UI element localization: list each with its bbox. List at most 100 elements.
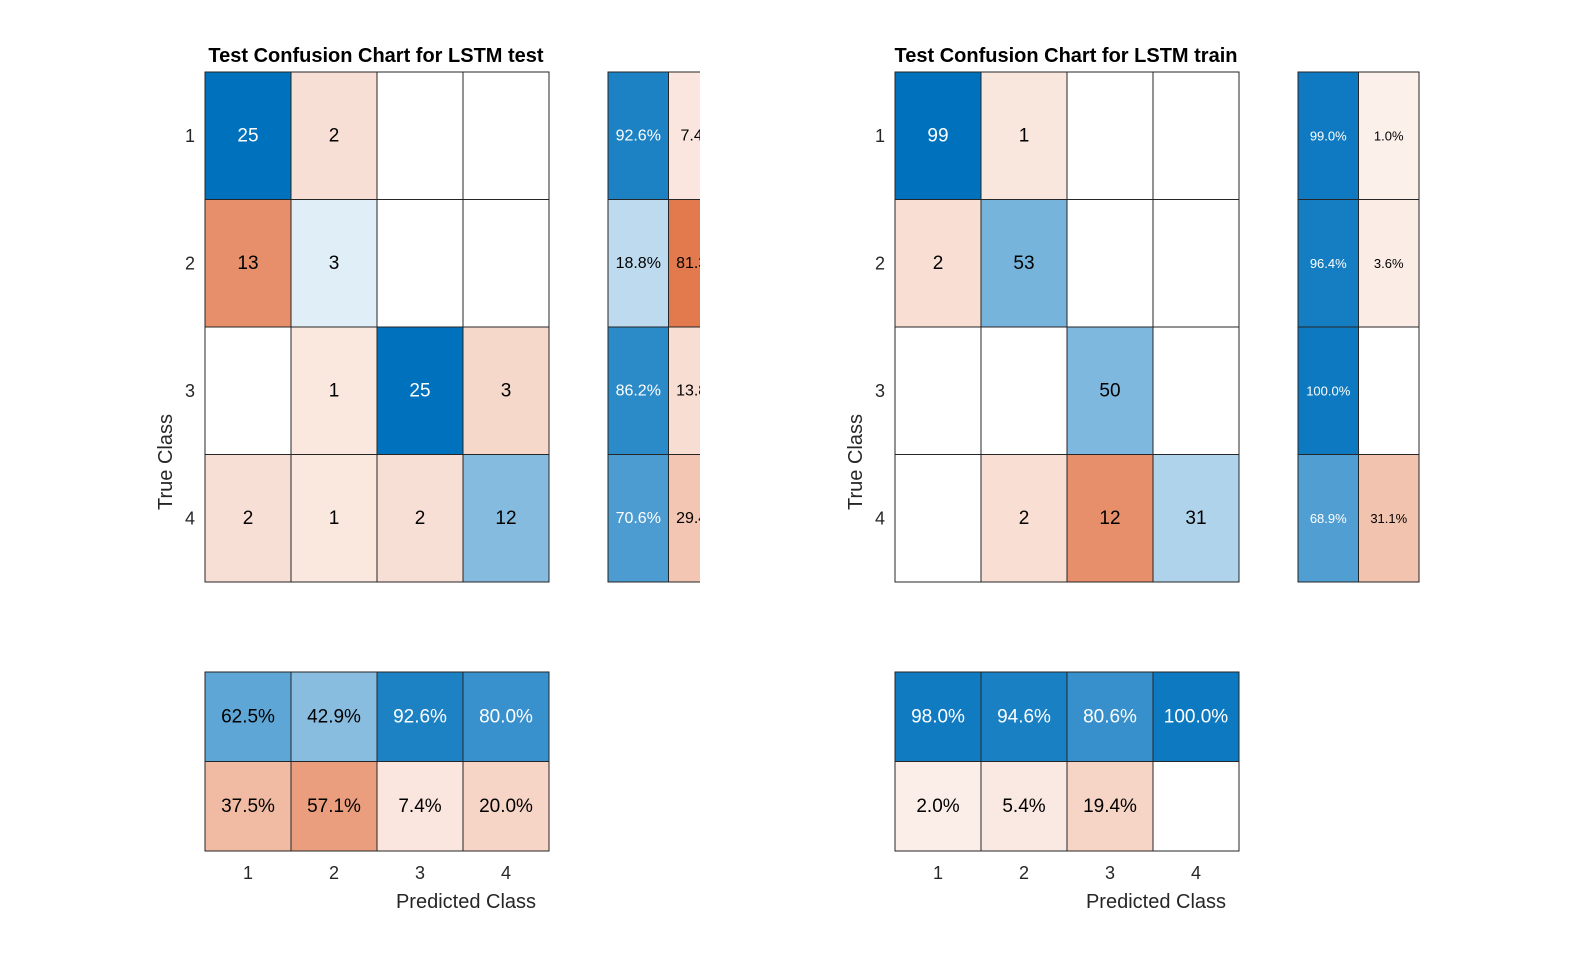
column-summary-cell (894, 671, 982, 762)
matrix-cell-value: 13 (237, 253, 258, 274)
chart-title: Test Confusion Chart for LSTM train (895, 45, 1238, 67)
y-axis-label: True Class (845, 414, 867, 510)
row-summary-value: 100.0% (1306, 383, 1351, 398)
row-summary-value: 81.3% (676, 255, 700, 272)
column-summary-value: 7.4% (398, 796, 441, 817)
x-tick-label: 1 (933, 863, 943, 883)
y-tick-label: 4 (875, 508, 885, 528)
matrix-cell (376, 71, 464, 200)
matrix-cell-value: 2 (1019, 508, 1030, 529)
matrix-cell-value: 2 (243, 508, 254, 529)
y-tick-label: 1 (185, 126, 195, 146)
row-summary-value: 86.2% (616, 382, 661, 399)
row-summary-value: 1.0% (1374, 128, 1404, 143)
column-summary-value: 94.6% (997, 706, 1051, 727)
column-summary-value: 2.0% (916, 796, 959, 817)
column-summary-cell (1152, 761, 1240, 852)
x-tick-label: 4 (1191, 863, 1201, 883)
row-summary-value: 13.8% (676, 382, 700, 399)
matrix-cell (376, 454, 464, 583)
column-summary-value: 92.6% (393, 706, 447, 727)
y-tick-label: 3 (185, 381, 195, 401)
matrix-cell-value: 2 (415, 508, 426, 529)
column-summary-value: 5.4% (1002, 796, 1045, 817)
row-summary-value: 3.6% (1374, 256, 1404, 271)
column-summary-cell (462, 761, 550, 852)
matrix-cell (1152, 71, 1240, 200)
column-summary-value: 42.9% (307, 706, 361, 727)
x-tick-label: 2 (1019, 863, 1029, 883)
y-tick-label: 2 (185, 253, 195, 273)
row-summary-cell (607, 199, 669, 328)
x-tick-label: 2 (329, 863, 339, 883)
x-tick-label: 3 (415, 863, 425, 883)
matrix-cell (1066, 454, 1154, 583)
matrix-cell-value: 1 (329, 508, 340, 529)
row-summary-cell (1358, 454, 1420, 583)
column-summary-cell (376, 761, 464, 852)
matrix-cell-value: 1 (1019, 125, 1030, 146)
matrix-cell-value: 31 (1185, 508, 1206, 529)
column-summary-value: 98.0% (911, 706, 965, 727)
confusion-chart-train: Test Confusion Chart for LSTM train 99 1 2 5… (690, 0, 1420, 970)
row-summary-value: 70.6% (616, 510, 661, 527)
matrix-cell-value: 2 (933, 253, 944, 274)
matrix-cell (376, 326, 464, 455)
row-summary-cell (1297, 71, 1359, 200)
column-summary-value: 62.5% (221, 706, 275, 727)
row-summary-value: 31.1% (1370, 511, 1407, 526)
matrix-cell (462, 199, 550, 328)
y-tick-label: 4 (185, 508, 195, 528)
matrix-cell (980, 199, 1068, 328)
column-summary-value: 57.1% (307, 796, 361, 817)
column-summary-cell (980, 761, 1068, 852)
matrix-cell (894, 199, 982, 328)
column-summary-cell (462, 671, 550, 762)
matrix-cell (1066, 326, 1154, 455)
matrix-cell (462, 71, 550, 200)
matrix-cell (980, 71, 1068, 200)
matrix-cell (376, 199, 464, 328)
row-summary-value: 18.8% (616, 255, 661, 272)
row-summary-cell (668, 199, 700, 328)
matrix-cell (290, 326, 378, 455)
matrix-cell (462, 454, 550, 583)
row-summary-value: 96.4% (1310, 256, 1347, 271)
matrix-cell-value: 2 (329, 125, 340, 146)
matrix-cell (290, 199, 378, 328)
matrix-cell (980, 326, 1068, 455)
x-tick-label: 4 (501, 863, 511, 883)
column-summary-cell (894, 761, 982, 852)
x-tick-label: 1 (243, 863, 253, 883)
y-axis-label: True Class (155, 414, 177, 510)
row-summary-value: 92.6% (616, 127, 661, 144)
matrix-cell-value: 25 (409, 380, 430, 401)
matrix-cell (204, 71, 292, 200)
column-summary-cell (290, 671, 378, 762)
matrix-cell (1152, 454, 1240, 583)
x-axis-label: Predicted Class (396, 891, 536, 913)
matrix-cell (980, 454, 1068, 583)
matrix-cell-value: 1 (329, 380, 340, 401)
matrix-cell (894, 326, 982, 455)
column-summary-value: 20.0% (479, 796, 533, 817)
matrix-cell (1066, 199, 1154, 328)
column-summary-cell (290, 761, 378, 852)
column-summary-value: 37.5% (221, 796, 275, 817)
matrix-cell-value: 12 (1099, 508, 1120, 529)
matrix-cell (1066, 71, 1154, 200)
matrix-cell-value: 3 (501, 380, 512, 401)
column-summary-value: 19.4% (1083, 796, 1137, 817)
row-summary-value: 7.4% (681, 127, 700, 144)
matrix-cell-value: 3 (329, 253, 340, 274)
column-summary-value: 80.0% (479, 706, 533, 727)
row-summary-cell (1358, 326, 1420, 455)
row-summary-cell (1358, 71, 1420, 200)
matrix-cell-value: 99 (927, 125, 948, 146)
matrix-cell (290, 71, 378, 200)
row-summary-cell (607, 71, 669, 200)
y-tick-label: 2 (875, 253, 885, 273)
matrix-cell-value: 50 (1099, 380, 1120, 401)
x-axis-label: Predicted Class (1086, 891, 1226, 913)
